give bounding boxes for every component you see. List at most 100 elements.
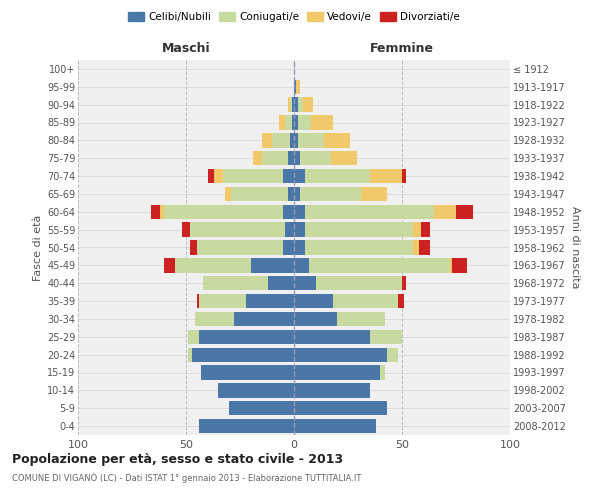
Bar [452, 258, 467, 272]
Bar [294, 294, 333, 308]
Bar [337, 312, 385, 326]
Bar [316, 276, 402, 290]
Bar [279, 116, 286, 130]
Bar [283, 204, 294, 219]
Bar [290, 133, 294, 148]
Text: Popolazione per età, sesso e stato civile - 2013: Popolazione per età, sesso e stato civil… [12, 452, 343, 466]
Bar [294, 366, 380, 380]
Bar [229, 401, 294, 415]
Bar [294, 222, 305, 237]
Bar [208, 169, 214, 183]
Bar [190, 222, 286, 237]
Bar [309, 258, 449, 272]
Bar [333, 294, 398, 308]
Bar [305, 240, 413, 254]
Bar [294, 98, 298, 112]
Bar [292, 98, 294, 112]
Bar [193, 348, 294, 362]
Bar [294, 240, 305, 254]
Bar [151, 204, 160, 219]
Bar [434, 204, 456, 219]
Bar [380, 366, 385, 380]
Bar [175, 258, 251, 272]
Bar [370, 330, 402, 344]
Bar [214, 169, 223, 183]
Bar [188, 330, 199, 344]
Bar [160, 204, 164, 219]
Bar [402, 276, 406, 290]
Bar [188, 348, 193, 362]
Bar [292, 116, 294, 130]
Bar [197, 294, 199, 308]
Bar [199, 294, 247, 308]
Bar [233, 312, 294, 326]
Bar [294, 419, 376, 433]
Bar [190, 240, 197, 254]
Bar [305, 169, 370, 183]
Bar [370, 169, 402, 183]
Bar [419, 240, 430, 254]
Bar [199, 330, 294, 344]
Bar [199, 419, 294, 433]
Bar [298, 133, 324, 148]
Bar [287, 151, 294, 166]
Bar [294, 187, 301, 201]
Bar [294, 151, 301, 166]
Bar [421, 222, 430, 237]
Bar [290, 98, 292, 112]
Bar [283, 240, 294, 254]
Bar [298, 116, 311, 130]
Bar [298, 98, 302, 112]
Bar [331, 151, 356, 166]
Bar [294, 348, 387, 362]
Bar [225, 187, 232, 201]
Y-axis label: Anni di nascita: Anni di nascita [569, 206, 580, 289]
Bar [283, 169, 294, 183]
Bar [294, 276, 316, 290]
Bar [201, 366, 294, 380]
Bar [232, 187, 287, 201]
Bar [203, 276, 268, 290]
Text: Maschi: Maschi [161, 42, 211, 54]
Bar [294, 383, 370, 398]
Bar [164, 258, 175, 272]
Bar [294, 258, 309, 272]
Bar [402, 169, 406, 183]
Bar [182, 222, 190, 237]
Bar [301, 187, 361, 201]
Bar [294, 133, 298, 148]
Text: Femmine: Femmine [370, 42, 434, 54]
Bar [305, 222, 413, 237]
Bar [247, 294, 294, 308]
Bar [262, 133, 272, 148]
Bar [305, 204, 434, 219]
Bar [262, 151, 287, 166]
Bar [194, 312, 233, 326]
Legend: Celibi/Nubili, Coniugati/e, Vedovi/e, Divorziati/e: Celibi/Nubili, Coniugati/e, Vedovi/e, Di… [124, 8, 464, 26]
Bar [294, 116, 298, 130]
Bar [294, 312, 337, 326]
Bar [302, 98, 313, 112]
Bar [218, 383, 294, 398]
Bar [294, 169, 305, 183]
Bar [361, 187, 387, 201]
Bar [253, 151, 262, 166]
Bar [294, 204, 305, 219]
Bar [301, 151, 331, 166]
Text: COMUNE DI VIGANÒ (LC) - Dati ISTAT 1° gennaio 2013 - Elaborazione TUTTITALIA.IT: COMUNE DI VIGANÒ (LC) - Dati ISTAT 1° ge… [12, 472, 361, 483]
Bar [387, 348, 398, 362]
Bar [294, 80, 296, 94]
Bar [413, 222, 421, 237]
Bar [286, 116, 292, 130]
Bar [413, 240, 419, 254]
Bar [251, 258, 294, 272]
Y-axis label: Fasce di età: Fasce di età [32, 214, 43, 280]
Bar [268, 276, 294, 290]
Bar [286, 222, 294, 237]
Bar [272, 133, 290, 148]
Bar [449, 258, 452, 272]
Bar [223, 169, 283, 183]
Bar [296, 80, 301, 94]
Bar [164, 204, 283, 219]
Bar [287, 98, 290, 112]
